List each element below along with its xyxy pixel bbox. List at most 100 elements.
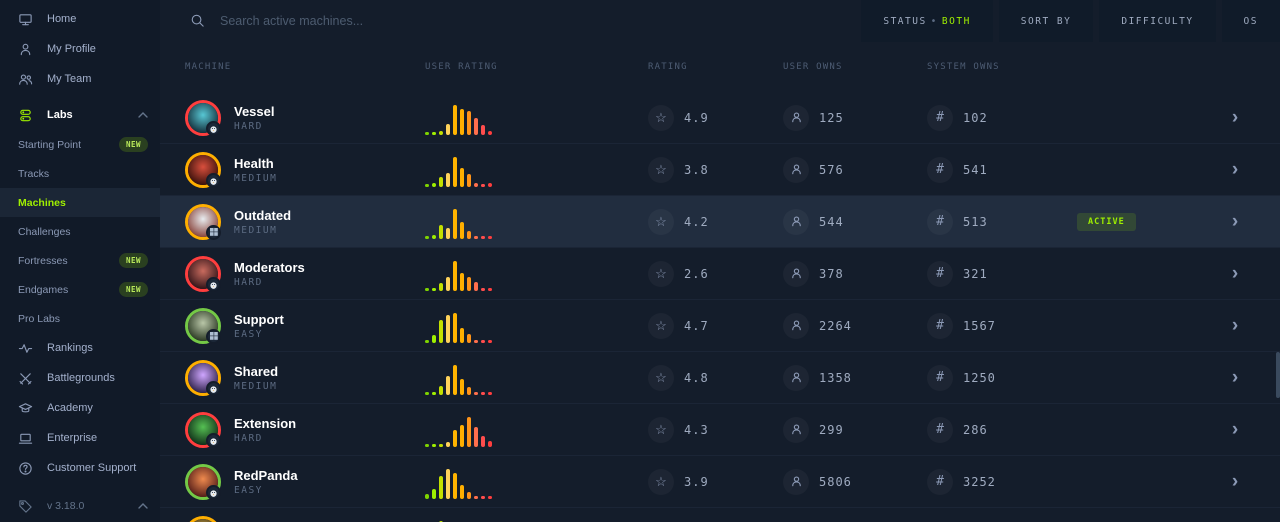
histogram-bar xyxy=(481,235,485,239)
chevron-right-icon[interactable]: › xyxy=(1231,263,1239,284)
sidebar-item-my-team[interactable]: My Team xyxy=(0,64,160,94)
sidebar-item-label: Battlegrounds xyxy=(47,372,115,384)
user-rating-histogram xyxy=(425,153,648,187)
sidebar-item-endgames[interactable]: Endgames NEW xyxy=(0,275,160,304)
person-icon xyxy=(783,312,809,339)
user-owns-stat: 1358 xyxy=(783,364,927,391)
machine-row-moderators[interactable]: Moderators HARD ☆ 2.6 378 #321 › xyxy=(160,248,1280,300)
histogram-bar xyxy=(474,339,478,343)
hash-icon: # xyxy=(927,156,953,183)
sidebar-item-tracks[interactable]: Tracks xyxy=(0,159,160,188)
search-input[interactable] xyxy=(220,14,520,28)
column-header-system-owns: SYSTEM OWNS xyxy=(927,62,1000,72)
sidebar-item-rankings[interactable]: Rankings xyxy=(0,333,160,363)
machine-row-shared[interactable]: Shared MEDIUM ☆ 4.8 1358 #1250 › xyxy=(160,352,1280,404)
version-selector[interactable]: v 3.18.0 xyxy=(0,490,160,522)
sidebar-item-labs[interactable]: Labs xyxy=(0,100,160,130)
machine-row-redpanda[interactable]: RedPanda EASY ☆ 3.9 5806 #3252 › xyxy=(160,456,1280,508)
sidebar-item-fortresses[interactable]: Fortresses NEW xyxy=(0,246,160,275)
machine-row-health[interactable]: Health MEDIUM ☆ 3.8 576 #541 › xyxy=(160,144,1280,196)
sidebar-item-challenges[interactable]: Challenges xyxy=(0,217,160,246)
difficulty-filter[interactable]: DIFFICULTY xyxy=(1099,0,1216,42)
histogram-bar xyxy=(453,312,457,343)
linux-icon xyxy=(209,488,218,497)
machine-cell: Health MEDIUM xyxy=(185,151,425,188)
histogram-bar xyxy=(467,230,471,239)
system-owns-stat: #286 xyxy=(927,416,1077,443)
histogram-bar xyxy=(488,235,492,239)
chevron-right-icon[interactable]: › xyxy=(1231,211,1239,232)
scrollbar-thumb[interactable] xyxy=(1276,352,1280,398)
machine-name-wrap: Extension HARD xyxy=(234,416,296,444)
histogram-bar xyxy=(460,167,464,187)
system-owns-stat-value: 3252 xyxy=(963,474,996,489)
sidebar-item-machines[interactable]: Machines xyxy=(0,188,160,217)
system-owns-stat: #513 xyxy=(927,208,1077,235)
chevron-right-icon[interactable]: › xyxy=(1231,107,1239,128)
chevron-up-icon xyxy=(138,503,148,509)
chevron-right-icon[interactable]: › xyxy=(1231,367,1239,388)
machine-avatar xyxy=(185,359,221,396)
user-owns-stat: 5806 xyxy=(783,468,927,495)
sidebar-item-starting-point[interactable]: Starting Point NEW xyxy=(0,130,160,159)
user-owns-stat: 378 xyxy=(783,260,927,287)
person-icon xyxy=(783,260,809,287)
rating-stat-value: 4.7 xyxy=(684,318,709,333)
sort-by-filter[interactable]: SORT BY xyxy=(998,0,1094,42)
user-owns-stat: 544 xyxy=(783,208,927,235)
filter-value: BOTH xyxy=(941,15,971,27)
machine-row-outdated[interactable]: Outdated MEDIUM ☆ 4.2 544 #513 ACTIVE › xyxy=(160,196,1280,248)
table-header-row: MACHINE USER RATING RATING USER OWNS SYSTEM … xyxy=(160,42,1280,92)
histogram-bar xyxy=(467,110,471,135)
histogram-bar xyxy=(467,276,471,291)
machine-row-vessel[interactable]: Vessel HARD ☆ 4.9 125 #102 › xyxy=(160,92,1280,144)
machine-difficulty-label: HARD xyxy=(234,120,263,132)
machine-row-support[interactable]: Support EASY ☆ 4.7 2264 #1567 › xyxy=(160,300,1280,352)
sidebar-item-label: My Team xyxy=(47,73,92,85)
version-label: v 3.18.0 xyxy=(47,500,85,512)
sidebar-item-my-profile[interactable]: My Profile xyxy=(0,34,160,64)
rating-stat-value: 2.6 xyxy=(684,266,709,281)
sidebar-item-academy[interactable]: Academy xyxy=(0,393,160,423)
histogram-bar xyxy=(474,117,478,135)
linux-os-badge xyxy=(206,484,221,500)
filter-buttons: STATUS • BOTH SORT BY DIFFICULTY OS xyxy=(855,0,1280,42)
hash-icon: # xyxy=(927,468,953,495)
sidebar-item-battlegrounds[interactable]: Battlegrounds xyxy=(0,363,160,393)
machine-avatar xyxy=(185,255,221,292)
histogram-bar xyxy=(425,339,429,343)
sidebar-spacer xyxy=(0,483,160,490)
column-header-machine: MACHINE xyxy=(185,62,232,72)
machine-name: Support xyxy=(234,311,284,327)
os-filter[interactable]: OS xyxy=(1221,0,1280,42)
histogram-bar xyxy=(453,104,457,135)
sidebar-item-pro-labs[interactable]: Pro Labs xyxy=(0,304,160,333)
system-owns-stat: #321 xyxy=(927,260,1077,287)
histogram-bar xyxy=(467,386,471,395)
column-header-user-owns: USER OWNS xyxy=(783,62,843,72)
star-icon: ☆ xyxy=(648,156,674,183)
histogram-bar xyxy=(453,156,457,187)
rankings-icon xyxy=(18,341,33,356)
machine-row-extension[interactable]: Extension HARD ☆ 4.3 299 #286 › xyxy=(160,404,1280,456)
chevron-right-icon[interactable]: › xyxy=(1231,471,1239,492)
sidebar-item-enterprise[interactable]: Enterprise xyxy=(0,423,160,453)
linux-icon xyxy=(209,384,218,393)
machine-row[interactable]: › xyxy=(160,508,1280,522)
status-filter[interactable]: STATUS • BOTH xyxy=(861,0,993,42)
histogram-bar xyxy=(474,391,478,395)
histogram-bar xyxy=(432,334,436,343)
machine-difficulty-label: MEDIUM xyxy=(234,224,278,236)
sidebar-item-home[interactable]: Home xyxy=(0,4,160,34)
chevron-right-icon[interactable]: › xyxy=(1231,159,1239,180)
sidebar-item-label: Home xyxy=(47,13,77,25)
chevron-right-icon[interactable]: › xyxy=(1231,315,1239,336)
sidebar-item-customer-support[interactable]: Customer Support xyxy=(0,453,160,483)
star-icon: ☆ xyxy=(648,260,674,287)
linux-icon xyxy=(209,176,218,185)
histogram-bar xyxy=(446,314,450,343)
chevron-right-icon[interactable]: › xyxy=(1231,419,1239,440)
user-rating-histogram xyxy=(425,309,648,343)
profile-icon xyxy=(18,42,33,57)
